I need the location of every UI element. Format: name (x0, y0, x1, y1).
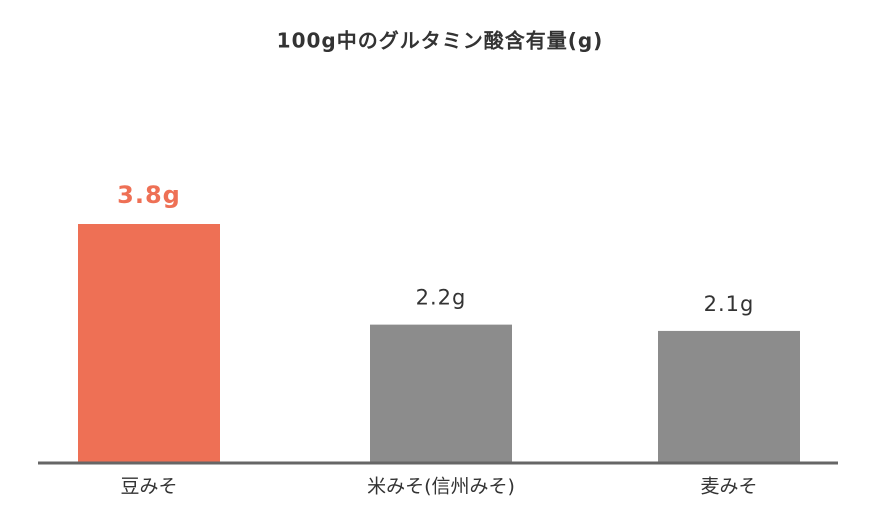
bar (658, 330, 800, 463)
x-tick-label: 米みそ(信州みそ) (367, 476, 515, 498)
bar (78, 224, 220, 463)
x-tick-label: 麦みそ (700, 476, 757, 498)
value-label: 2.2g (416, 286, 467, 310)
chart-title: 100g中のグルタミン酸含有量(g) (277, 29, 604, 53)
value-label: 3.8g (117, 181, 181, 209)
value-label: 2.1g (704, 292, 755, 316)
x-tick-label: 豆みそ (120, 476, 177, 498)
bar (370, 324, 512, 463)
